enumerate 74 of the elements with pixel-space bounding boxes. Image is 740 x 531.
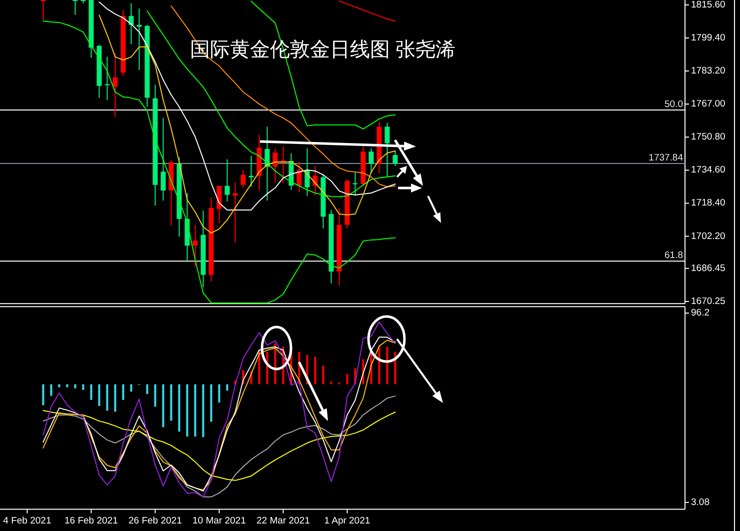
x-tick-label: 16 Feb 2021: [64, 515, 118, 526]
x-tick-label: 1 Apr 2021: [324, 515, 370, 526]
candlestick: [304, 148, 310, 196]
annotation: 50.0: [664, 98, 683, 110]
bar: [210, 384, 212, 422]
bar: [114, 384, 116, 412]
x-tick-label: 4 Feb 2021: [3, 515, 52, 526]
y-tick-label: 1670.25: [691, 296, 726, 307]
bar: [154, 384, 156, 407]
line-series: [170, 5, 396, 188]
annotation: 61.8: [664, 250, 683, 262]
bar: [346, 374, 348, 384]
candlestick: [392, 150, 398, 166]
bar: [130, 384, 132, 392]
bar: [330, 382, 332, 384]
x-tick-label: 22 Mar 2021: [256, 515, 310, 526]
candlestick: [112, 52, 118, 118]
bar: [218, 384, 220, 403]
bar: [66, 384, 68, 388]
candlestick: [272, 148, 278, 184]
bar: [178, 384, 180, 432]
candlestick: [232, 182, 238, 244]
x-tick-label: 26 Feb 2021: [128, 515, 182, 526]
bar: [194, 384, 196, 437]
candlestick: [368, 148, 374, 174]
bar: [74, 384, 76, 388]
y-tick-label: 1734.60: [691, 164, 726, 176]
candlestick: [384, 122, 390, 178]
line-series: [42, 396, 396, 498]
bar: [90, 384, 92, 400]
bar: [50, 384, 52, 396]
bar: [98, 384, 100, 406]
bar: [202, 384, 204, 438]
y-tick-label: 96.2: [691, 308, 710, 319]
ref-line-label: 1737.84: [648, 152, 683, 164]
y-tick-label: 1702.20: [691, 230, 726, 242]
line-series: [42, 410, 396, 481]
bar: [58, 384, 60, 388]
y-tick-label: 1783.20: [691, 66, 726, 77]
bar: [162, 384, 164, 428]
bar: [314, 356, 316, 384]
candlestick: [224, 158, 230, 202]
candlestick: [216, 185, 222, 224]
y-tick-label: 1750.80: [691, 132, 726, 143]
line-series: [98, 14, 396, 234]
candlestick: [104, 56, 110, 100]
bar: [394, 352, 396, 384]
x-tick-label: 10 Mar 2021: [192, 515, 246, 526]
candlestick: [352, 172, 358, 196]
candlestick: [240, 169, 246, 188]
bar: [226, 384, 228, 391]
bar: [322, 366, 324, 384]
bar: [122, 384, 124, 400]
y-tick-label: 1799.40: [691, 32, 726, 44]
line-series: [42, 20, 396, 304]
bar: [106, 384, 108, 411]
line-series: [250, 0, 396, 130]
candlestick: [192, 224, 198, 268]
bar: [170, 384, 172, 421]
bar: [146, 384, 148, 394]
y-tick-label: 3.08: [691, 496, 710, 508]
candlestick: [248, 155, 254, 188]
line-series: [338, 0, 396, 22]
bar: [82, 384, 84, 390]
y-tick-label: 1815.60: [691, 0, 726, 10]
bar: [386, 346, 388, 384]
y-tick-label: 1718.40: [691, 198, 726, 209]
y-tick-label: 1767.00: [691, 98, 726, 110]
bar: [42, 384, 44, 406]
candlestick: [72, 0, 78, 16]
candlestick: [160, 117, 166, 202]
y-tick-label: 1686.45: [691, 262, 726, 274]
bar: [186, 384, 188, 437]
candlestick: [40, 0, 46, 20]
